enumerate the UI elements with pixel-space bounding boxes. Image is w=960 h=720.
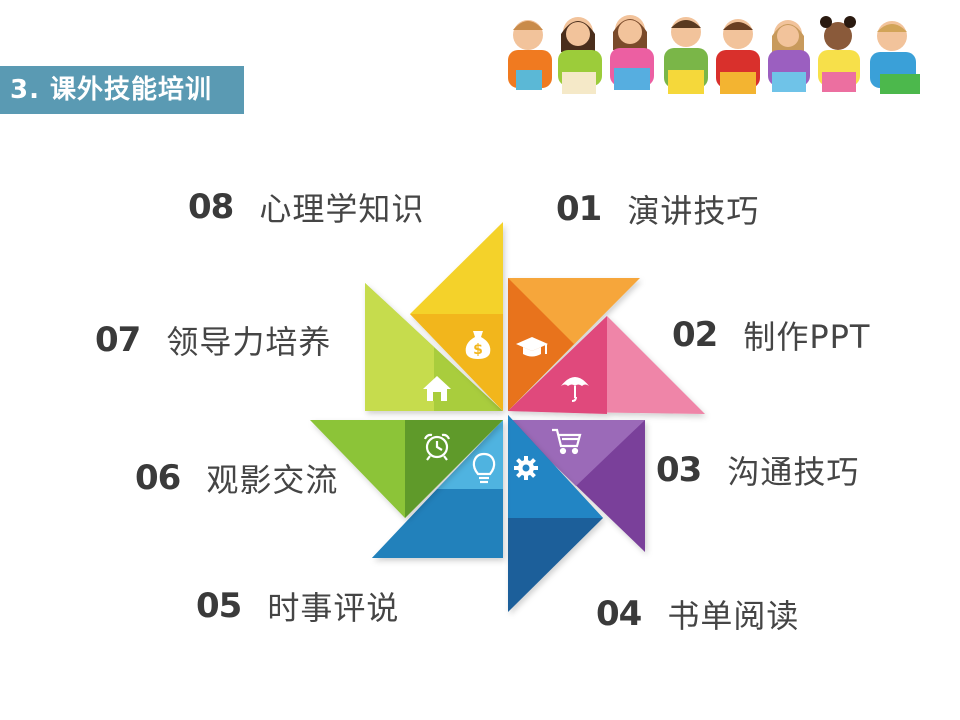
blade-06 [310, 420, 503, 518]
skill-label-08: 08 心理学知识 [188, 185, 424, 229]
graduation-cap-icon [516, 337, 548, 357]
blade-07 [365, 283, 503, 411]
skill-label-02: 02 制作PPT [672, 313, 870, 357]
skill-text: 沟通技巧 [727, 453, 860, 491]
children-reading-photo [508, 15, 920, 94]
skill-number: 03 [656, 450, 702, 490]
skill-number: 07 [95, 320, 141, 360]
skill-number: 06 [135, 458, 181, 498]
skill-number: 08 [188, 187, 234, 227]
child-3 [610, 15, 654, 90]
skill-number: 05 [196, 586, 242, 626]
skill-text: 观影交流 [206, 461, 339, 499]
umbrella-icon [561, 377, 589, 402]
svg-text:$: $ [473, 342, 483, 358]
skill-label-03: 03 沟通技巧 [656, 448, 859, 492]
house-icon [423, 376, 451, 401]
skill-text: 心理学知识 [259, 190, 425, 228]
skill-text: 时事评说 [267, 589, 400, 627]
skill-number: 04 [596, 594, 642, 634]
blade-05 [372, 420, 503, 558]
shopping-cart-icon [552, 428, 582, 455]
skill-label-01: 01 演讲技巧 [556, 187, 759, 231]
gear-icon [514, 456, 538, 480]
skill-text: 演讲技巧 [627, 192, 760, 230]
skill-number: 01 [556, 189, 602, 229]
skill-label-04: 04 书单阅读 [596, 592, 799, 636]
skill-number: 02 [672, 315, 718, 355]
skill-label-07: 07 领导力培养 [95, 318, 331, 362]
child-2 [558, 17, 602, 94]
skill-label-05: 05 时事评说 [196, 584, 399, 628]
child-6 [768, 20, 810, 92]
section-title: 3. 课外技能培训 [0, 66, 244, 114]
money-bag-icon: $ [465, 331, 491, 359]
skill-text: 领导力培养 [166, 323, 332, 361]
child-1 [508, 20, 552, 90]
skill-text: 书单阅读 [667, 597, 800, 635]
child-8 [870, 21, 920, 94]
blade-02 [508, 316, 705, 414]
child-7 [818, 16, 860, 92]
child-5 [716, 19, 760, 94]
skill-label-06: 06 观影交流 [135, 456, 338, 500]
lightbulb-icon [472, 452, 496, 484]
child-4 [664, 17, 708, 94]
skill-text: 制作PPT [743, 318, 871, 356]
alarm-clock-icon [423, 433, 451, 461]
